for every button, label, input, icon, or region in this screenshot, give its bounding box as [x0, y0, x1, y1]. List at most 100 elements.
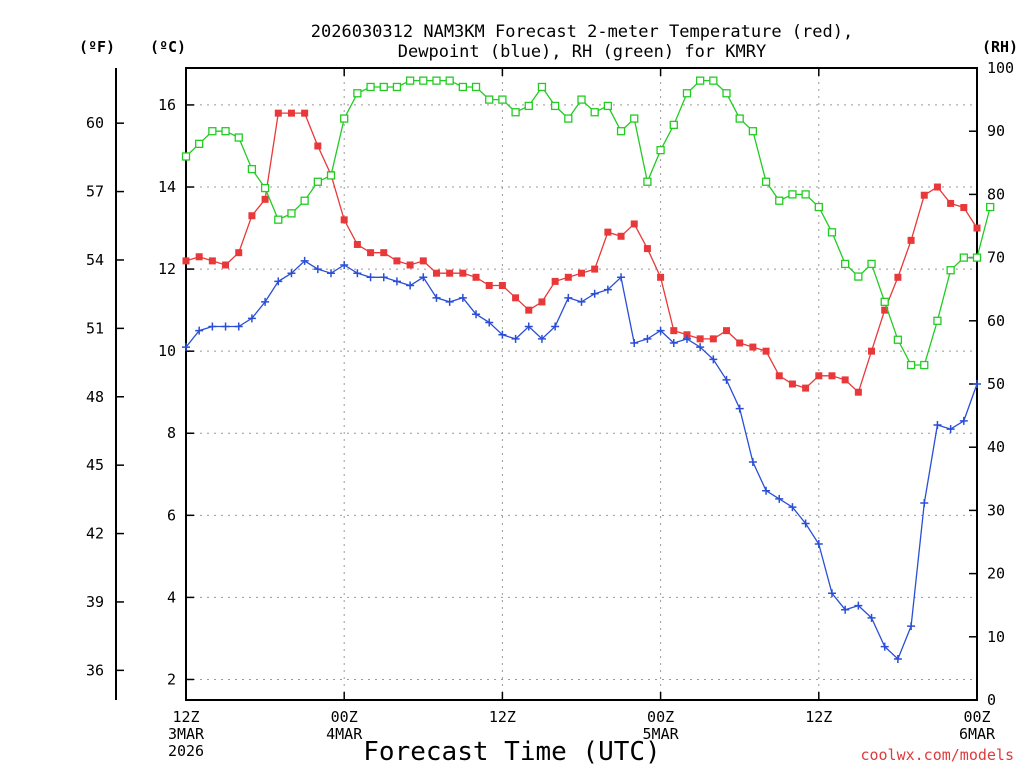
dewpoint-point [353, 269, 362, 278]
temperature-point [578, 269, 585, 277]
temperature-point [248, 212, 256, 220]
dewpoint-point [682, 334, 691, 343]
dewpoint-point [933, 421, 942, 430]
temperature-point [802, 384, 810, 392]
temperature-point [749, 343, 757, 351]
temperature-point [459, 269, 467, 277]
dewpoint-point [274, 277, 283, 286]
temperature-point [512, 294, 520, 302]
temperature-point [762, 347, 770, 355]
temperature-point [208, 257, 216, 265]
rh-point [445, 76, 454, 85]
rh-tick-label: 0 [987, 691, 996, 709]
fahrenheit-tick-label: 45 [86, 456, 104, 474]
dewpoint-point [445, 297, 454, 306]
x-tick-label: 12Z [805, 708, 832, 726]
rh-line [185, 79, 991, 366]
rh-point [326, 171, 336, 180]
rh-point [247, 164, 257, 174]
x-tick-label: 00Z [647, 708, 674, 726]
dewpoint-point [814, 540, 823, 549]
temperature-line [185, 112, 978, 394]
dewpoint-point [287, 269, 296, 278]
dewpoint-point [577, 297, 586, 306]
rh-point [379, 82, 388, 92]
grid-layer [185, 68, 978, 700]
x-tick-label: 12Z [172, 708, 199, 726]
dewpoint-point [195, 326, 204, 335]
rh-point [208, 127, 217, 136]
temperature-point [314, 142, 322, 150]
celsius-tick-label: 12 [158, 260, 176, 278]
rh-point [920, 360, 929, 370]
temperature-point [907, 236, 915, 244]
dewpoint-point [920, 499, 929, 508]
temperature-point [393, 257, 401, 265]
dewpoint-point [537, 334, 546, 343]
dewpoint-point [472, 310, 481, 319]
rh-point [221, 127, 230, 136]
series-layer [181, 76, 995, 663]
rh-point [906, 360, 916, 370]
temperature-point [881, 306, 889, 314]
dewpoint-point [366, 273, 375, 282]
rh-tick-label: 60 [987, 312, 1005, 330]
rh-point [775, 196, 784, 205]
dewpoint-point [392, 277, 401, 286]
dewpoint-point [406, 281, 415, 290]
temperature-point [551, 277, 559, 285]
rh-point [986, 202, 995, 212]
temperature-point [538, 298, 546, 306]
rh-tick-label: 10 [987, 628, 1005, 646]
rh-tick-label: 100 [987, 59, 1014, 77]
rh-point [392, 82, 402, 92]
fahrenheit-tick-label: 51 [86, 319, 104, 337]
rh-point [524, 101, 533, 111]
series-dewpoint [182, 256, 981, 663]
dewpoint-point [959, 416, 968, 425]
temperature-point [670, 327, 678, 335]
x-axis-label: Forecast Time (UTC) [363, 737, 660, 767]
temperature-point [933, 183, 941, 191]
rh-point [313, 177, 322, 186]
credit-text: coolwx.com/models [860, 746, 1014, 764]
fahrenheit-unit-label: (ºF) [79, 38, 115, 56]
dewpoint-point [735, 404, 744, 413]
rh-point [287, 209, 296, 218]
rh-point [234, 133, 243, 142]
rh-tick-label: 30 [987, 501, 1005, 519]
rh-point [959, 253, 968, 262]
rh-point [748, 127, 758, 136]
rh-point [260, 183, 270, 193]
dewpoint-point [656, 326, 665, 335]
rh-tick-label: 50 [987, 375, 1005, 393]
dewpoint-point [617, 273, 626, 282]
fahrenheit-tick-label: 42 [86, 525, 104, 543]
temperature-point [709, 335, 717, 343]
rh-tick-label: 20 [987, 565, 1005, 583]
temperature-point [301, 109, 309, 117]
temperature-point [525, 306, 533, 314]
dewpoint-point [247, 314, 256, 323]
rh-point [722, 89, 731, 98]
dewpoint-point [313, 265, 322, 274]
fahrenheit-tick-label: 54 [86, 251, 104, 269]
temperature-point [432, 269, 440, 277]
temperature-point [182, 257, 190, 265]
rh-point [577, 95, 586, 104]
dewpoint-point [551, 322, 560, 331]
rh-point [195, 139, 204, 148]
fahrenheit-tick-label: 60 [86, 114, 104, 132]
rh-point [511, 108, 520, 117]
x-tick-label: 00Z [331, 708, 358, 726]
fahrenheit-tick-label: 57 [86, 183, 104, 201]
dewpoint-point [379, 273, 388, 282]
chart-title-line1: 2026030312 NAM3KM Forecast 2-meter Tempe… [311, 22, 853, 42]
rh-point [709, 76, 718, 85]
temperature-point [340, 216, 348, 224]
fahrenheit-tick-label: 39 [86, 593, 104, 611]
temperature-point [367, 249, 375, 257]
dewpoint-point [432, 293, 441, 302]
rh-point [643, 177, 652, 186]
